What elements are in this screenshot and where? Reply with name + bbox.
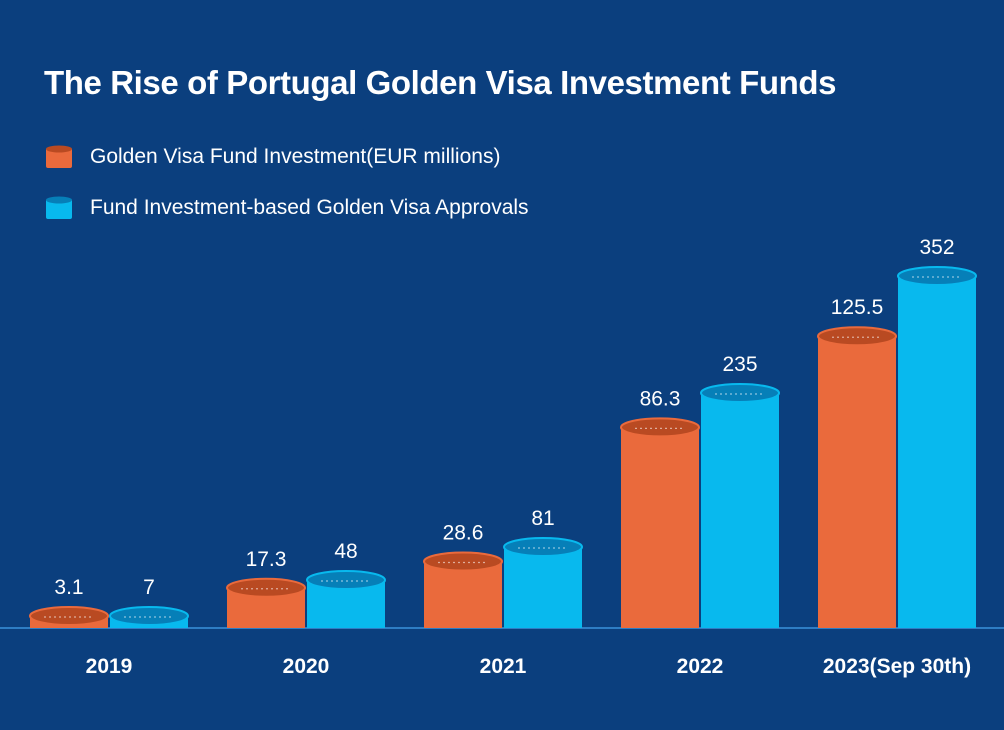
legend-swatch-fund-investment xyxy=(46,145,72,168)
data-label-visa-approvals: 235 xyxy=(722,353,757,376)
data-label-fund-investment: 28.6 xyxy=(443,522,484,545)
bar-top xyxy=(503,537,583,557)
data-label-visa-approvals: 7 xyxy=(143,576,155,599)
bar-body xyxy=(818,336,896,628)
bar-fund-investment-2021 xyxy=(423,551,503,628)
bar-body xyxy=(504,547,582,628)
bar-body xyxy=(701,393,779,628)
bar-top xyxy=(897,266,977,286)
bar-top xyxy=(620,417,700,438)
bar-visa-approvals-2019 xyxy=(109,606,189,628)
bar-top xyxy=(109,606,189,626)
bar-fund-investment-2019 xyxy=(29,606,109,628)
category-label: 2019 xyxy=(86,655,133,678)
legend-item-fund-investment: Golden Visa Fund Investment(EUR millions… xyxy=(44,140,529,174)
bar-visa-approvals-2022 xyxy=(700,383,780,628)
bar-body xyxy=(424,561,502,628)
bar-visa-approvals-2020 xyxy=(306,570,386,628)
legend-item-visa-approvals: Fund Investment-based Golden Visa Approv… xyxy=(44,191,529,225)
data-label-fund-investment: 17.3 xyxy=(246,548,287,571)
bar-top xyxy=(423,551,503,572)
bar-fund-investment-2020 xyxy=(226,577,306,628)
data-label-visa-approvals: 81 xyxy=(531,507,554,530)
bar-visa-approvals-2023 xyxy=(897,266,977,628)
category-label: 2022 xyxy=(677,655,724,678)
bar-fund-investment-2022 xyxy=(620,417,700,628)
legend-label-fund-investment: Golden Visa Fund Investment(EUR millions… xyxy=(90,145,501,168)
chart-title: The Rise of Portugal Golden Visa Investm… xyxy=(44,64,837,101)
bar-top xyxy=(306,570,386,590)
bar-top xyxy=(817,326,897,347)
data-label-fund-investment: 86.3 xyxy=(640,387,681,410)
bar-body xyxy=(898,276,976,628)
bar-top xyxy=(226,577,306,598)
chart-legend: Golden Visa Fund Investment(EUR millions… xyxy=(44,140,529,242)
data-label-visa-approvals: 352 xyxy=(919,236,954,259)
data-label-visa-approvals: 48 xyxy=(334,540,357,563)
bar-fund-investment-2023 xyxy=(817,326,897,628)
category-label: 2020 xyxy=(283,655,330,678)
category-label: 2021 xyxy=(480,655,527,678)
data-label-fund-investment: 125.5 xyxy=(831,296,884,319)
bar-top xyxy=(29,606,109,626)
bar-body xyxy=(621,427,699,628)
legend-label-visa-approvals: Fund Investment-based Golden Visa Approv… xyxy=(90,196,529,219)
data-label-fund-investment: 3.1 xyxy=(54,576,83,599)
legend-swatch-visa-approvals xyxy=(46,196,72,219)
bar-top xyxy=(700,383,780,403)
category-label: 2023(Sep 30th) xyxy=(823,655,971,678)
bar-visa-approvals-2021 xyxy=(503,537,583,628)
